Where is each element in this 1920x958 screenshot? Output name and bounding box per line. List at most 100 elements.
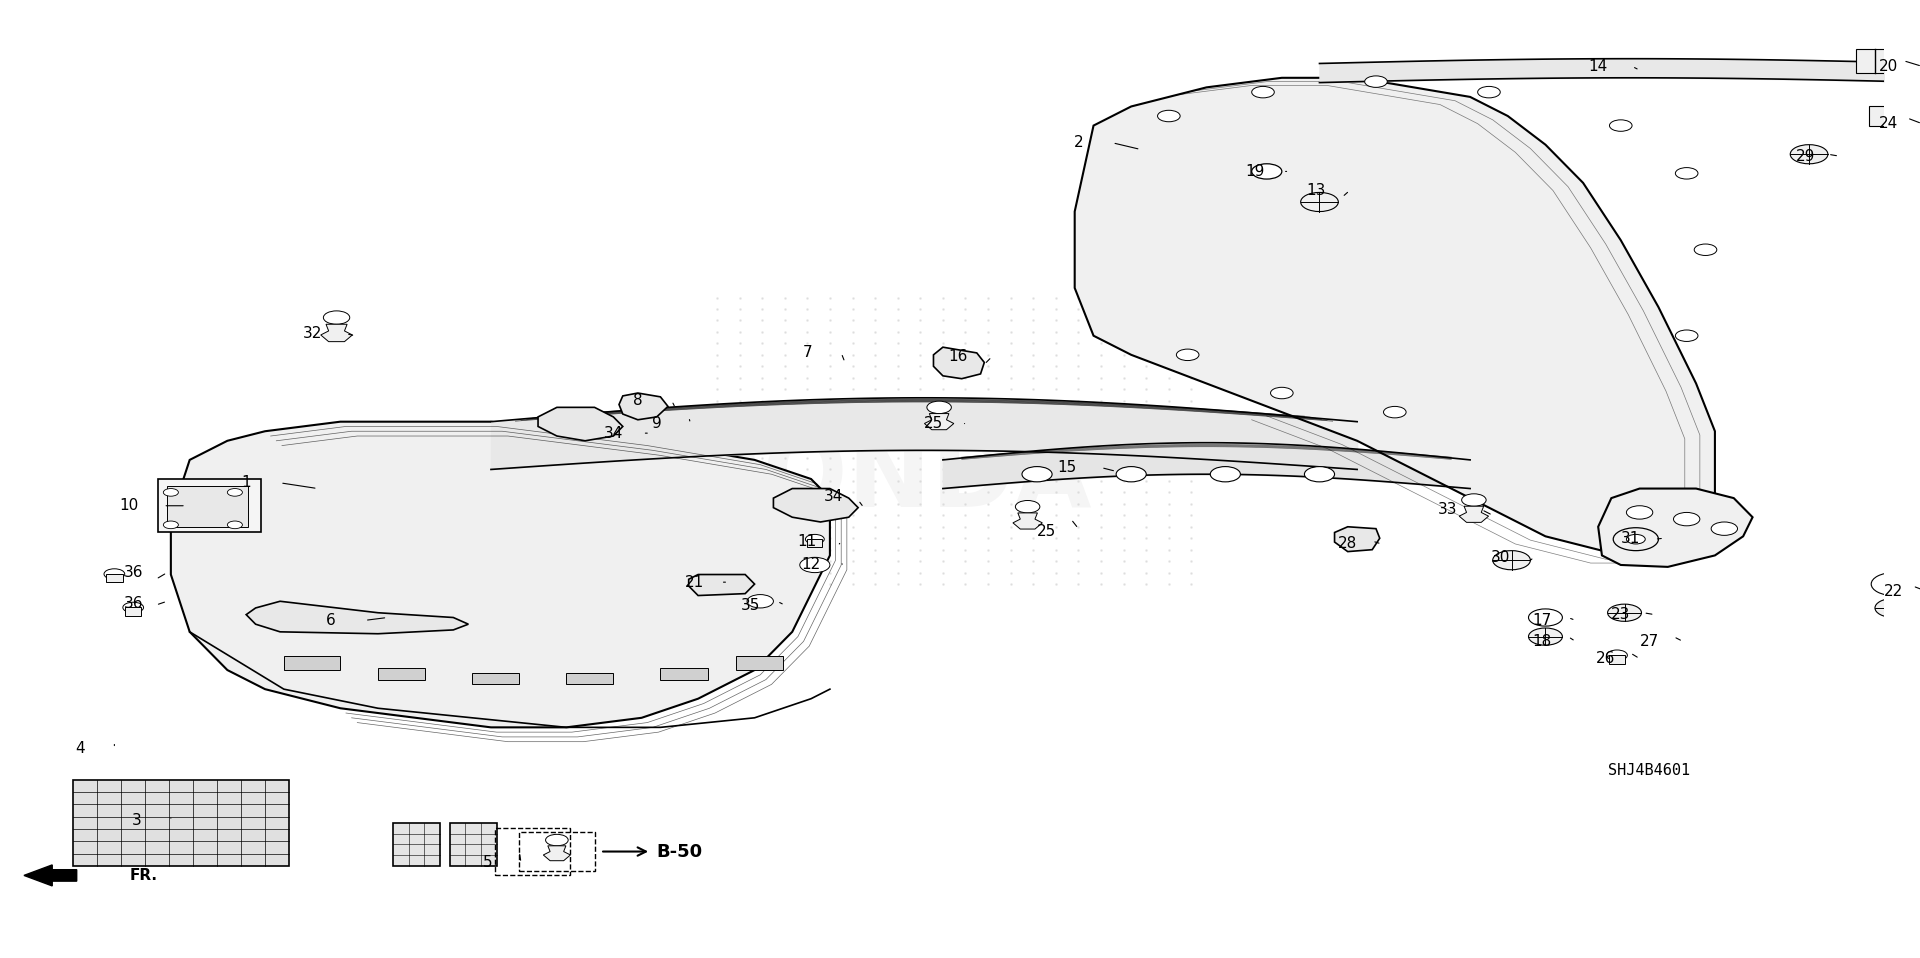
Bar	[284, 655, 340, 670]
Text: 32: 32	[301, 327, 323, 341]
Circle shape	[804, 535, 824, 544]
Polygon shape	[1334, 527, 1380, 552]
Text: 31: 31	[1620, 531, 1640, 546]
Polygon shape	[543, 846, 570, 860]
FancyArrow shape	[23, 865, 77, 886]
Circle shape	[1384, 406, 1405, 418]
Circle shape	[163, 489, 179, 496]
Polygon shape	[924, 414, 954, 430]
Circle shape	[1304, 467, 1334, 482]
Text: 1: 1	[242, 475, 252, 490]
Circle shape	[1789, 145, 1828, 164]
Circle shape	[1528, 628, 1563, 645]
Bar	[449, 823, 497, 866]
Polygon shape	[689, 575, 755, 596]
Text: 25: 25	[924, 416, 943, 431]
Circle shape	[104, 569, 125, 580]
Circle shape	[1876, 599, 1912, 618]
Circle shape	[1478, 86, 1500, 98]
Bar	[73, 780, 290, 866]
Text: 24: 24	[1878, 116, 1897, 131]
Circle shape	[1676, 330, 1697, 341]
Bar	[167, 486, 248, 527]
Bar	[735, 655, 783, 670]
Text: 28: 28	[1338, 536, 1357, 552]
Text: 23: 23	[1611, 607, 1630, 622]
Text: 19: 19	[1246, 164, 1265, 179]
Circle shape	[1210, 467, 1240, 482]
Circle shape	[163, 521, 179, 529]
Polygon shape	[171, 422, 829, 727]
Text: 26: 26	[1596, 651, 1615, 666]
Polygon shape	[1014, 513, 1043, 529]
Polygon shape	[1459, 506, 1488, 522]
Circle shape	[1626, 535, 1645, 544]
Circle shape	[1177, 349, 1198, 360]
Circle shape	[1609, 120, 1632, 131]
Text: 6: 6	[326, 613, 336, 627]
Text: 12: 12	[801, 558, 820, 573]
Text: 15: 15	[1058, 460, 1077, 475]
Text: 25: 25	[1037, 524, 1056, 539]
Circle shape	[1252, 86, 1275, 98]
Circle shape	[1711, 522, 1738, 536]
Bar	[495, 828, 570, 876]
Circle shape	[123, 603, 144, 613]
Text: 8: 8	[634, 393, 643, 408]
Text: 13: 13	[1306, 183, 1325, 198]
Text: 18: 18	[1532, 634, 1551, 649]
Circle shape	[545, 834, 568, 846]
Circle shape	[323, 311, 349, 324]
Text: 20: 20	[1878, 58, 1897, 74]
Circle shape	[1872, 573, 1916, 596]
Bar	[566, 673, 612, 684]
Circle shape	[227, 489, 242, 496]
Circle shape	[747, 595, 774, 608]
Bar	[660, 668, 707, 679]
Text: 7: 7	[803, 346, 812, 360]
Bar	[378, 668, 424, 679]
Circle shape	[1613, 528, 1659, 551]
Text: 14: 14	[1588, 58, 1607, 74]
Text: 4: 4	[75, 741, 84, 756]
Text: 2: 2	[1073, 135, 1083, 150]
Circle shape	[1365, 76, 1388, 87]
Circle shape	[1021, 467, 1052, 482]
Text: FR.: FR.	[129, 868, 157, 883]
Bar	[1609, 655, 1626, 664]
Circle shape	[1300, 193, 1338, 212]
Bar	[806, 539, 822, 547]
Text: 9: 9	[651, 416, 662, 431]
Circle shape	[1676, 168, 1697, 179]
Text: 3: 3	[132, 813, 142, 829]
Circle shape	[1626, 506, 1653, 519]
Bar	[1857, 49, 1920, 73]
Circle shape	[1271, 387, 1294, 399]
Circle shape	[1461, 493, 1486, 506]
Circle shape	[1528, 609, 1563, 627]
Circle shape	[1252, 164, 1283, 179]
Circle shape	[1693, 244, 1716, 256]
Text: 36: 36	[123, 565, 142, 581]
Text: 27: 27	[1640, 634, 1659, 649]
Bar	[394, 823, 440, 866]
Polygon shape	[1075, 78, 1715, 556]
Polygon shape	[933, 347, 985, 378]
Bar	[1870, 106, 1920, 125]
Polygon shape	[321, 324, 353, 342]
Text: 10: 10	[119, 498, 138, 513]
Text: 30: 30	[1490, 550, 1509, 565]
Text: 33: 33	[1438, 502, 1457, 517]
Circle shape	[227, 521, 242, 529]
Circle shape	[1607, 650, 1628, 660]
Text: 21: 21	[685, 575, 705, 590]
Bar	[106, 574, 123, 582]
Text: 35: 35	[741, 598, 760, 612]
Text: HONDA: HONDA	[680, 430, 1092, 528]
Text: 5: 5	[482, 855, 492, 871]
Polygon shape	[246, 602, 468, 634]
Polygon shape	[618, 393, 668, 420]
Polygon shape	[1597, 489, 1753, 567]
Text: 34: 34	[824, 489, 843, 504]
Circle shape	[1492, 551, 1530, 570]
